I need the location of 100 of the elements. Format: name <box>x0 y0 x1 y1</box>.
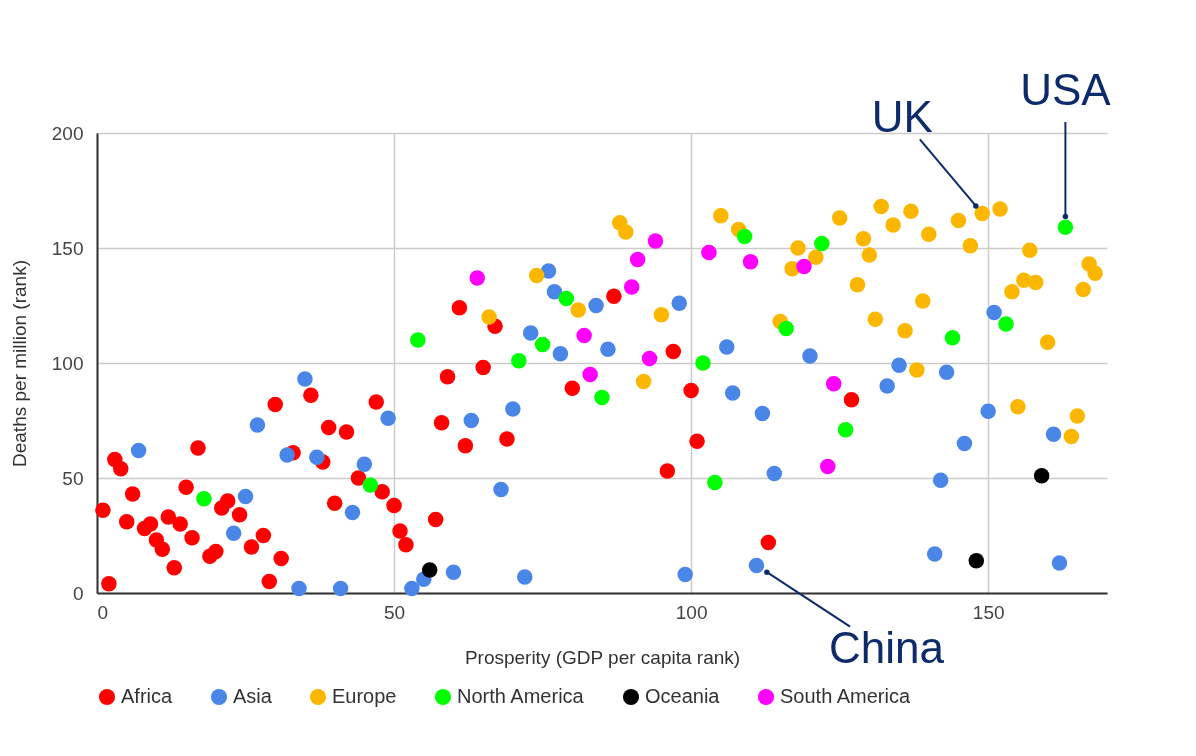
point <box>517 569 533 585</box>
point <box>326 495 343 512</box>
point <box>707 474 723 491</box>
point <box>439 369 456 385</box>
point <box>493 481 509 498</box>
point <box>1069 408 1086 424</box>
point <box>748 557 765 574</box>
point <box>481 309 497 325</box>
point <box>219 493 236 509</box>
point <box>297 371 313 387</box>
y-tick-label: 150 <box>51 237 84 259</box>
point <box>130 442 147 459</box>
point <box>879 378 895 394</box>
point <box>944 329 961 346</box>
point <box>802 348 818 364</box>
point <box>897 323 913 339</box>
point <box>303 387 319 403</box>
point <box>903 203 919 219</box>
point <box>713 208 729 224</box>
point <box>1004 283 1020 300</box>
point <box>255 527 272 544</box>
point <box>719 339 735 355</box>
point <box>837 421 854 438</box>
point <box>1075 281 1091 298</box>
point <box>760 534 777 551</box>
point <box>891 357 907 374</box>
point <box>998 316 1014 332</box>
point <box>980 403 996 420</box>
point <box>671 295 687 311</box>
point <box>915 293 931 309</box>
point <box>986 304 1002 321</box>
point <box>267 396 283 413</box>
point <box>926 546 943 562</box>
point <box>754 405 771 422</box>
point <box>172 516 188 532</box>
point <box>546 283 563 300</box>
point <box>623 279 640 295</box>
point <box>825 375 842 392</box>
point <box>1051 555 1068 571</box>
point <box>540 263 557 279</box>
point <box>410 332 426 348</box>
x-axis-title: Prosperity (GDP per capita rank) <box>464 646 741 668</box>
point <box>368 394 384 410</box>
point <box>600 341 616 357</box>
x-tick-label: 50 <box>383 601 406 623</box>
point <box>534 336 551 353</box>
point <box>932 472 949 489</box>
point <box>433 415 450 431</box>
point <box>867 311 884 328</box>
point <box>279 447 295 463</box>
point <box>124 486 141 502</box>
legend-label: Asia <box>233 685 273 707</box>
point <box>469 270 485 286</box>
point <box>291 580 307 597</box>
point <box>356 456 373 472</box>
point <box>814 235 830 252</box>
point <box>885 217 901 233</box>
point <box>736 228 753 245</box>
point <box>962 237 979 254</box>
point <box>118 513 135 530</box>
point <box>190 440 206 456</box>
point <box>594 389 610 406</box>
point <box>861 247 878 263</box>
point <box>320 419 337 436</box>
legend-label: South America <box>780 685 911 707</box>
point <box>778 320 794 337</box>
point <box>386 497 402 514</box>
point <box>653 306 670 323</box>
point <box>683 382 699 399</box>
point <box>950 212 967 229</box>
point <box>166 559 182 576</box>
point <box>160 509 177 525</box>
point <box>1033 467 1050 484</box>
point <box>154 541 171 558</box>
point <box>558 290 575 307</box>
legend-label: Oceania <box>645 685 721 707</box>
point <box>511 352 527 369</box>
legend-label: North America <box>457 685 585 707</box>
point <box>142 516 159 532</box>
point <box>332 580 349 597</box>
point <box>766 465 783 482</box>
point <box>421 562 438 578</box>
y-axis-title: Deaths per million (rank) <box>8 260 30 467</box>
point <box>95 502 111 518</box>
y-tick-label: 200 <box>51 122 84 144</box>
point <box>1045 426 1062 443</box>
point <box>184 530 200 546</box>
point <box>178 479 194 495</box>
point <box>243 539 260 555</box>
point <box>689 433 705 449</box>
x-tick-label: 150 <box>972 601 1005 623</box>
point <box>404 580 420 597</box>
x-tick-label: 100 <box>675 601 708 623</box>
point <box>208 543 224 560</box>
point <box>921 226 937 242</box>
annotation: China <box>828 623 945 673</box>
point <box>398 536 414 553</box>
point <box>1027 274 1044 291</box>
point <box>237 488 254 505</box>
point <box>647 233 664 249</box>
